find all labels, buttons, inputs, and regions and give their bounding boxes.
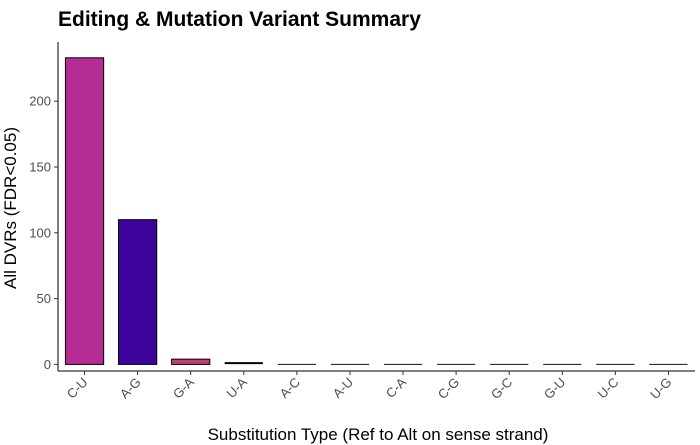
chart-title: Editing & Mutation Variant Summary bbox=[58, 8, 421, 31]
bar bbox=[64, 57, 105, 365]
bar bbox=[118, 219, 158, 365]
x-tick-label: G-U bbox=[541, 375, 568, 402]
bar bbox=[171, 358, 211, 365]
x-tick-label: G-C bbox=[488, 375, 515, 402]
x-tick-label: G-A bbox=[170, 374, 197, 401]
x-tick-label: C-G bbox=[435, 375, 462, 402]
y-tick-label: 50 bbox=[37, 291, 51, 306]
x-tick-label: U-C bbox=[595, 375, 622, 402]
plot-area: 0 50 100 150 200 C-U A-G G-A U-A A-C A-U C-A C-G G-C G… bbox=[29, 42, 695, 402]
y-axis-title: All DVRs (FDR<0.05) bbox=[1, 127, 20, 289]
y-tick-label: 150 bbox=[29, 160, 51, 175]
x-tick-label: A-U bbox=[330, 375, 356, 401]
x-tick-label: U-G bbox=[647, 375, 674, 402]
x-tick-label: C-U bbox=[64, 375, 91, 402]
y-tick-label: 200 bbox=[29, 94, 51, 109]
y-tick-label: 0 bbox=[44, 357, 51, 372]
x-tick-label: A-G bbox=[117, 375, 144, 402]
x-tick-label: U-A bbox=[223, 374, 250, 401]
x-tick-label: C-A bbox=[383, 374, 410, 401]
x-axis-title: Substitution Type (Ref to Alt on sense s… bbox=[208, 425, 549, 444]
y-tick-label: 100 bbox=[29, 225, 51, 240]
x-tick-label: A-C bbox=[277, 375, 303, 401]
